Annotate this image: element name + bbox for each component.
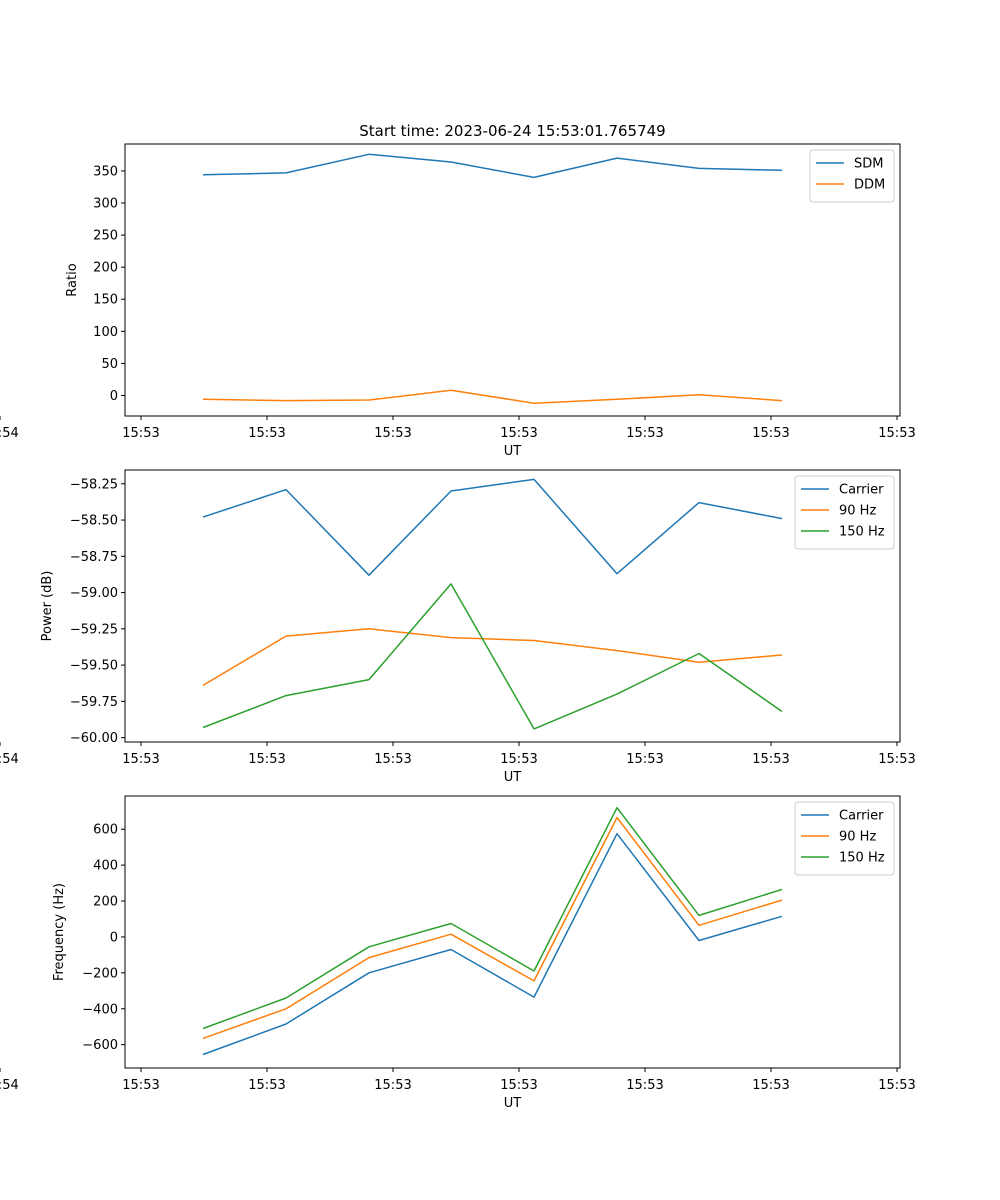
y-tick-label: 400: [93, 859, 118, 874]
legend-label: 90 Hz: [839, 504, 876, 519]
y-tick-label: 300: [93, 197, 118, 212]
legend-label: DDM: [854, 178, 885, 193]
y-tick-label: −59.25: [70, 622, 118, 637]
y-tick-label: 150: [93, 293, 118, 308]
x-tick-label: 15:53: [248, 752, 285, 767]
y-tick-label: 350: [93, 164, 118, 179]
x-tick-label: 15:53: [500, 426, 537, 441]
chart-panel-2: −60.00 −59.75 −59.50 −59.25 −59.00 −58.75 −58.…: [0, 469, 916, 785]
y-tick-label: 600: [93, 823, 118, 838]
x-tick-label: 15:53: [248, 1078, 285, 1093]
legend: SDM DDM: [809, 149, 895, 203]
x-tick-label: 15:54: [0, 426, 19, 441]
series-line-90-hz: [202, 816, 783, 1040]
series-line-sdm: [202, 153, 783, 179]
y-tick-label: 100: [93, 325, 118, 340]
x-tick-label: 15:54: [0, 1078, 19, 1093]
y-axis-label: Ratio: [65, 263, 80, 296]
x-tick-label: 15:53: [500, 752, 537, 767]
series-line-ddm: [202, 389, 783, 404]
legend: Carrier 90 Hz 150 Hz: [794, 801, 895, 876]
x-tick-label: 15:53: [248, 426, 285, 441]
x-tick-label: 15:53: [878, 426, 915, 441]
legend-label: 90 Hz: [839, 830, 876, 845]
axes-frame: [124, 795, 901, 1069]
x-tick-label: 15:53: [374, 426, 411, 441]
series-line-carrier: [202, 478, 783, 576]
y-axis-label: Frequency (Hz): [52, 883, 67, 981]
y-tick-label: −600: [82, 1038, 118, 1053]
x-tick-label: 15:53: [878, 1078, 915, 1093]
legend-label: 150 Hz: [839, 525, 885, 540]
x-tick-label: 15:53: [878, 752, 915, 767]
y-tick-label: 0: [110, 389, 118, 404]
series-line-150-hz: [202, 583, 783, 730]
y-tick-label: −58.25: [70, 477, 118, 492]
x-tick-label: 15:53: [626, 1078, 663, 1093]
x-axis-label: UT: [504, 1096, 522, 1111]
x-tick-label: 15:53: [626, 752, 663, 767]
y-tick-label: −58.50: [70, 514, 118, 529]
legend: Carrier 90 Hz 150 Hz: [794, 475, 895, 550]
figure-title: Start time: 2023-06-24 15:53:01.765749: [359, 122, 665, 140]
x-tick-label: 15:53: [752, 1078, 789, 1093]
chart-panels: 0 50 100 150 200 250 300 350 15:53 15:53 15:53 15:5…: [0, 143, 916, 1111]
y-tick-label: −59.00: [70, 586, 118, 601]
y-tick-label: −59.75: [70, 695, 118, 710]
axes-frame: [124, 143, 901, 417]
x-tick-label: 15:53: [374, 1078, 411, 1093]
legend-label: 150 Hz: [839, 851, 885, 866]
x-tick-label: 15:53: [122, 426, 159, 441]
y-tick-label: 0: [110, 930, 118, 945]
legend-label: Carrier: [839, 483, 884, 498]
x-tick-label: 15:53: [122, 1078, 159, 1093]
y-tick-label: 200: [93, 261, 118, 276]
y-tick-label: −60.00: [70, 731, 118, 746]
y-tick-label: 250: [93, 229, 118, 244]
x-axis-label: UT: [504, 770, 522, 785]
y-axis-label: Power (dB): [40, 571, 55, 642]
x-tick-label: 15:53: [500, 1078, 537, 1093]
x-tick-label: 15:53: [626, 426, 663, 441]
y-tick-label: −59.50: [70, 659, 118, 674]
y-tick-label: 50: [101, 357, 118, 372]
x-axis-label: UT: [504, 444, 522, 459]
x-tick-label: 15:53: [374, 752, 411, 767]
legend-label: Carrier: [839, 809, 884, 824]
y-tick-label: −58.75: [70, 550, 118, 565]
axes-frame: [124, 469, 901, 743]
y-tick-label: −400: [82, 1002, 118, 1017]
series-line-carrier: [202, 832, 783, 1056]
chart-panel-3: −600 −400 −200 0 200 400 600 15:53 15:53 15:53 15:…: [0, 795, 916, 1111]
chart-panel-1: 0 50 100 150 200 250 300 350 15:53 15:53 15:53 15:5…: [0, 143, 916, 459]
x-tick-label: 15:54: [0, 752, 19, 767]
x-tick-label: 15:53: [752, 752, 789, 767]
y-tick-label: 200: [93, 895, 118, 910]
legend-label: SDM: [854, 157, 883, 172]
x-tick-label: 15:53: [752, 426, 789, 441]
y-tick-label: −200: [82, 966, 118, 981]
series-line-150-hz: [202, 806, 783, 1030]
x-tick-label: 15:53: [122, 752, 159, 767]
